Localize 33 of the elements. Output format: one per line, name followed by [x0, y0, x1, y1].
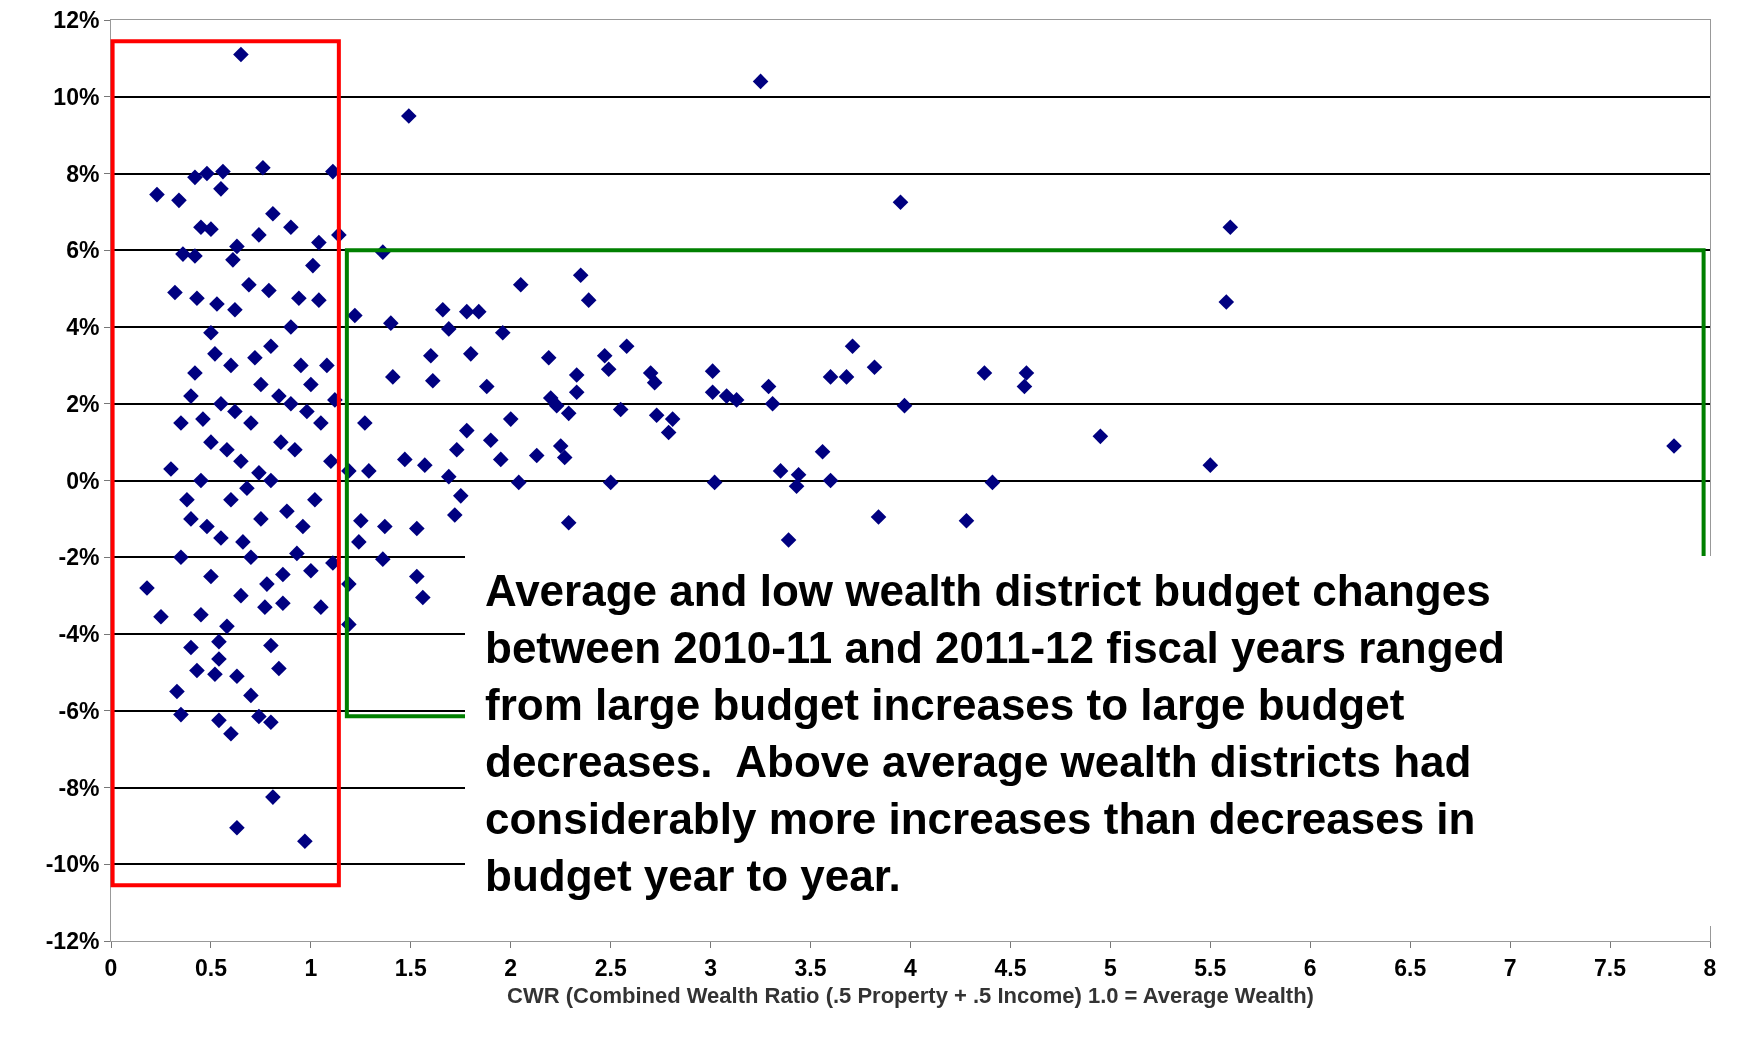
y-tick-label: 2%: [66, 390, 100, 417]
x-tick-label: 2: [504, 954, 518, 981]
x-tick-label: 1.5: [394, 954, 427, 981]
x-tick-label: 0: [104, 954, 118, 981]
x-tick-label: 7.5: [1594, 954, 1627, 981]
x-tick-label: 3.5: [794, 954, 827, 981]
x-tick-label: 0.5: [194, 954, 228, 981]
x-tick-label: 6.5: [1394, 954, 1427, 981]
y-tick-label: 8%: [66, 160, 100, 187]
y-tick-label: -12%: [45, 928, 100, 955]
y-tick-label: -2%: [58, 544, 100, 571]
y-tick-label: -6%: [58, 697, 100, 724]
y-tick-label: -8%: [58, 774, 100, 801]
x-tick-label: 5: [1103, 954, 1117, 981]
x-tick-label: 6: [1303, 954, 1317, 981]
y-tick-label: 12%: [53, 7, 100, 34]
x-tick-label: 8: [1703, 954, 1717, 981]
y-tick-label: -10%: [45, 851, 100, 878]
x-axis-title: CWR (Combined Wealth Ratio (.5 Property + .5 Income) 1.0 = Average Wealth): [507, 983, 1314, 1009]
y-tick-label: 6%: [66, 237, 100, 264]
y-tick-label: 10%: [53, 83, 100, 110]
y-tick-label: -4%: [58, 621, 100, 648]
x-tick-label: 5.5: [1194, 954, 1227, 981]
x-tick-label: 3: [704, 954, 718, 981]
y-tick-label: 4%: [66, 314, 100, 341]
x-tick-label: 4.5: [994, 954, 1027, 981]
x-tick-label: 2.5: [594, 954, 627, 981]
x-tick-label: 7: [1503, 954, 1517, 981]
x-tick-label: 4: [904, 954, 918, 981]
x-tick-label: 1: [304, 954, 318, 981]
text-box: Average and low wealth district budget changes between 2010-11 and 2011-12 fiscal years ranged from large budget increases to large budget decreases. Above average wealth districts had considerably more increases than decreases in budget year to year.: [465, 556, 1711, 926]
y-tick-label: 0%: [66, 467, 100, 494]
annotation: Average and low wealth district budget changes between 2010-11 and 2011-12 fiscal years ranged from large budget increases to large budget decreases. Above average wealth districts had considerably more increases than decreases in budget year to year.: [485, 566, 1505, 900]
